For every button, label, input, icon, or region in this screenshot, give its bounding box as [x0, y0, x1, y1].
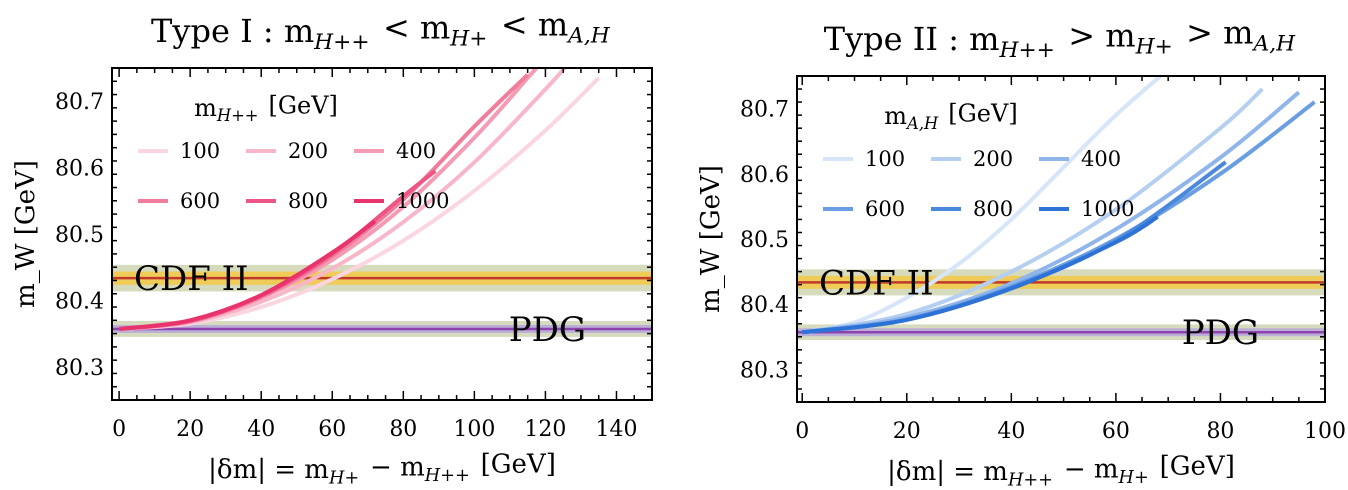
- chart-panel-1: CDF II PDG 0 20 40 60 80 100 120 140 80.3 80.4 80.5 8…: [11, 2, 653, 489]
- band-pdg: [797, 324, 1325, 341]
- x-axis-label: |δm| = mH++ − mH+ [GeV]: [887, 452, 1235, 490]
- y-tick-label: 80.6: [55, 157, 104, 182]
- series-line-1000: [801, 215, 1159, 335]
- y-tick-label: 80.5: [55, 223, 104, 248]
- series-line-200: [801, 87, 1264, 335]
- x-tick-label: 40: [247, 417, 275, 442]
- x-tick-label: 40: [997, 419, 1025, 444]
- x-tick-label: 80: [389, 417, 417, 442]
- band-cdf-ii: [112, 264, 652, 292]
- plot-area: [797, 76, 1325, 341]
- y-tick-label: 80.7: [740, 98, 789, 123]
- legend-entry-200: 200: [288, 139, 328, 163]
- y-tick-label: 80.4: [55, 289, 104, 314]
- y-tick-label: 80.3: [55, 356, 104, 381]
- legend-entry-600: 600: [865, 197, 905, 221]
- x-tick-label: 100: [1304, 419, 1346, 444]
- y-tick-label: 80.4: [740, 293, 789, 318]
- legend-entry-100: 100: [180, 139, 220, 163]
- legend-entry-1000: 1000: [396, 189, 449, 213]
- legend-title: mH++ [GeV]: [194, 92, 338, 126]
- legend: mH++ [GeV] 100 200 400 600 800 1000: [138, 92, 449, 213]
- annotation-pdg: PDG: [1182, 313, 1259, 353]
- legend-entry-800: 800: [288, 189, 328, 213]
- plot-frame: [796, 75, 1326, 403]
- x-tick-label: 60: [1102, 419, 1130, 444]
- x-tick-label: 60: [318, 417, 346, 442]
- legend-entry-600: 600: [180, 189, 220, 213]
- x-tick-label: 120: [524, 417, 566, 442]
- y-tick-label: 80.5: [740, 228, 789, 253]
- legend-entry-400: 400: [1081, 147, 1121, 171]
- plot-area: [112, 68, 652, 337]
- y-tick-label: 80.7: [55, 90, 104, 115]
- legend-entry-800: 800: [973, 197, 1013, 221]
- series-line-100: [801, 76, 1164, 335]
- series-line-800: [801, 160, 1227, 335]
- series-line-1000: [118, 219, 377, 331]
- y-axis-label: m_W [GeV]: [11, 160, 41, 308]
- legend-entry-400: 400: [396, 139, 436, 163]
- annotation-cdf-ii: CDF II: [819, 263, 934, 303]
- x-tick-label: 20: [176, 417, 204, 442]
- annotation-cdf-ii: CDF II: [134, 259, 249, 299]
- x-tick-label: 100: [453, 417, 495, 442]
- legend-entry-1000: 1000: [1081, 197, 1134, 221]
- chart-title: Type II : mH++ > mH+ > mA,H: [824, 10, 1299, 63]
- chart-panel-2: CDF II PDG 0 20 40 60 80 100 80.3 80.4 80.5 80.6 80.…: [696, 10, 1346, 490]
- plot-frame: [111, 67, 653, 401]
- y-axis-label: m_W [GeV]: [696, 165, 726, 313]
- legend-entry-200: 200: [973, 147, 1013, 171]
- band-cdf-ii: [797, 269, 1325, 296]
- chart-title: Type I : mH++ < mH+ < mA,H: [151, 2, 613, 55]
- x-tick-label: 140: [595, 417, 637, 442]
- legend: mA,H [GeV] 100 200 400 600 800 1000: [823, 100, 1134, 221]
- legend-entry-100: 100: [865, 147, 905, 171]
- x-tick-label: 0: [795, 419, 809, 444]
- band-pdg: [112, 320, 652, 337]
- legend-title: mA,H [GeV]: [884, 100, 1017, 134]
- y-tick-label: 80.6: [740, 163, 789, 188]
- x-axis-label: |δm| = mH+ − mH++ [GeV]: [208, 450, 556, 489]
- x-tick-label: 20: [893, 419, 921, 444]
- annotation-pdg: PDG: [509, 310, 586, 350]
- x-tick-label: 0: [112, 417, 126, 442]
- x-tick-label: 80: [1206, 419, 1234, 444]
- y-tick-label: 80.3: [740, 358, 789, 383]
